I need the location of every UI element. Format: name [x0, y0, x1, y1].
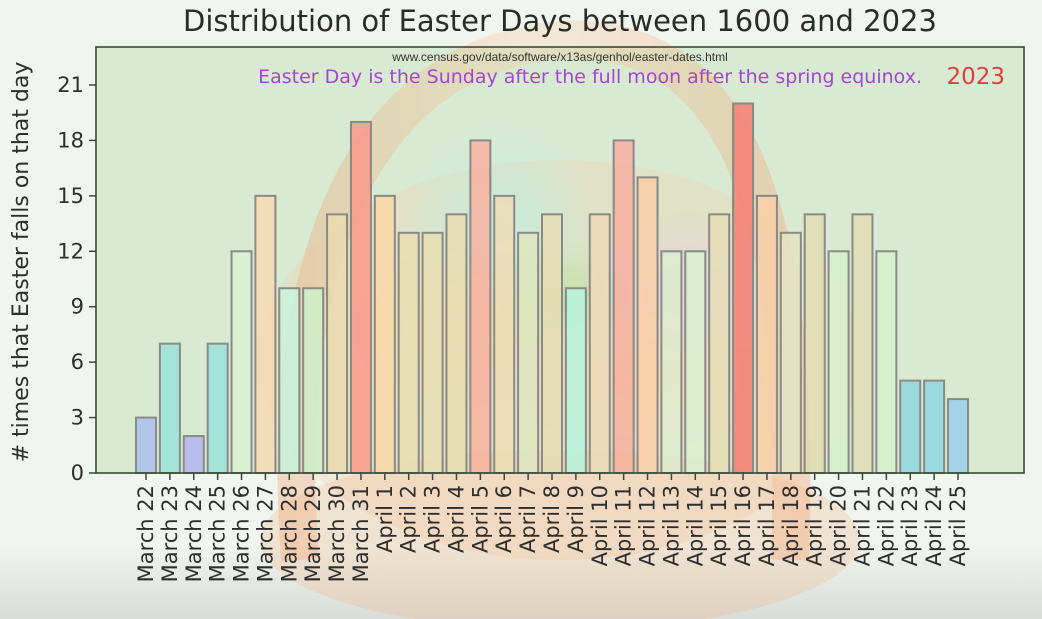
bar	[755, 194, 778, 474]
year-annotation: 2023	[946, 64, 1005, 90]
x-tick-label: April 13	[659, 485, 683, 566]
bar	[588, 213, 611, 474]
x-tick-label: April 17	[755, 485, 779, 566]
x-tick-label: April 12	[636, 485, 660, 566]
bar	[493, 194, 516, 474]
y-tick-label: 0	[71, 461, 84, 485]
y-tick-label: 15	[57, 184, 84, 208]
bar	[732, 102, 755, 474]
x-tick-label: April 3	[421, 485, 445, 553]
x-tick-label: April 15	[707, 485, 731, 566]
bar	[684, 250, 707, 474]
bar	[278, 287, 301, 474]
x-tick-label: March 29	[301, 485, 325, 582]
x-tick-label: March 26	[230, 485, 254, 582]
bar	[564, 287, 587, 474]
bar	[708, 213, 731, 474]
bar	[469, 139, 492, 475]
x-tick-label: April 10	[588, 485, 612, 566]
x-tick-label: April 7	[516, 485, 540, 553]
bar	[302, 287, 325, 474]
x-tick-label: April 24	[922, 485, 946, 566]
bar	[851, 213, 874, 474]
x-tick-label: April 11	[612, 485, 636, 566]
x-tick-label: April 25	[946, 485, 970, 566]
x-tick-label: April 16	[731, 485, 755, 566]
x-tick-label: March 24	[182, 485, 206, 582]
x-tick-label: April 9	[564, 485, 588, 553]
y-tick-label: 9	[71, 295, 84, 319]
x-tick-label: March 22	[134, 485, 158, 582]
x-tick-label: April 18	[779, 485, 803, 566]
y-tick-label: 12	[57, 239, 84, 263]
y-axis-label: # times that Easter falls on that day	[9, 62, 34, 463]
x-tick-label: March 25	[206, 485, 230, 582]
bar	[612, 139, 635, 475]
bar	[373, 194, 396, 474]
x-tick-label: March 31	[349, 485, 373, 582]
y-tick-label: 6	[71, 350, 84, 374]
bar	[326, 213, 349, 474]
x-tick-label: April 22	[874, 485, 898, 566]
bar	[421, 231, 444, 474]
bar	[875, 250, 898, 474]
x-tick-label: April 6	[492, 485, 516, 553]
source-annotation: www.census.gov/data/software/x13as/genho…	[391, 50, 728, 64]
x-tick-label: April 14	[683, 485, 707, 566]
bar	[923, 379, 946, 474]
x-tick-label: April 21	[850, 485, 874, 566]
bar	[349, 120, 372, 474]
x-tick-label: March 27	[253, 485, 277, 582]
bar	[803, 213, 826, 474]
bar	[517, 231, 540, 474]
plot-frame	[95, 46, 1025, 474]
x-tick-label: April 1	[373, 485, 397, 553]
bar	[947, 398, 969, 475]
x-axis: March 22 March 23 March 24 March 25 March 26…	[134, 473, 970, 582]
bar	[827, 250, 850, 474]
x-tick-label: April 8	[540, 485, 564, 553]
bar	[206, 342, 229, 474]
bar	[182, 435, 205, 474]
x-tick-label: April 23	[898, 485, 922, 566]
bar	[899, 379, 922, 474]
x-tick-label: April 2	[397, 485, 421, 553]
x-tick-label: April 4	[444, 485, 468, 553]
bar	[230, 250, 253, 474]
bar	[541, 213, 563, 474]
bar	[158, 342, 181, 474]
x-tick-label: April 19	[803, 485, 827, 566]
y-tick-label: 21	[57, 73, 84, 97]
bar	[445, 213, 468, 474]
bar	[779, 231, 802, 474]
bar	[397, 231, 420, 474]
x-tick-label: April 20	[827, 485, 851, 566]
x-tick-label: April 5	[468, 485, 492, 553]
bar	[254, 194, 277, 474]
easter-rule-annotation: Easter Day is the Sunday after the full …	[258, 66, 922, 88]
x-tick-label: March 30	[325, 485, 349, 582]
y-tick-label: 3	[71, 406, 84, 430]
x-tick-label: March 28	[277, 485, 301, 582]
y-axis: 0 3 6 9 12 15 18 21	[57, 73, 96, 485]
chart-title: Distribution of Easter Days between 1600…	[183, 4, 937, 38]
y-tick-label: 18	[57, 128, 84, 152]
bars-group	[135, 102, 969, 475]
bar	[636, 176, 659, 474]
bar	[135, 416, 157, 475]
bar	[660, 250, 683, 474]
x-tick-label: March 23	[158, 485, 182, 582]
